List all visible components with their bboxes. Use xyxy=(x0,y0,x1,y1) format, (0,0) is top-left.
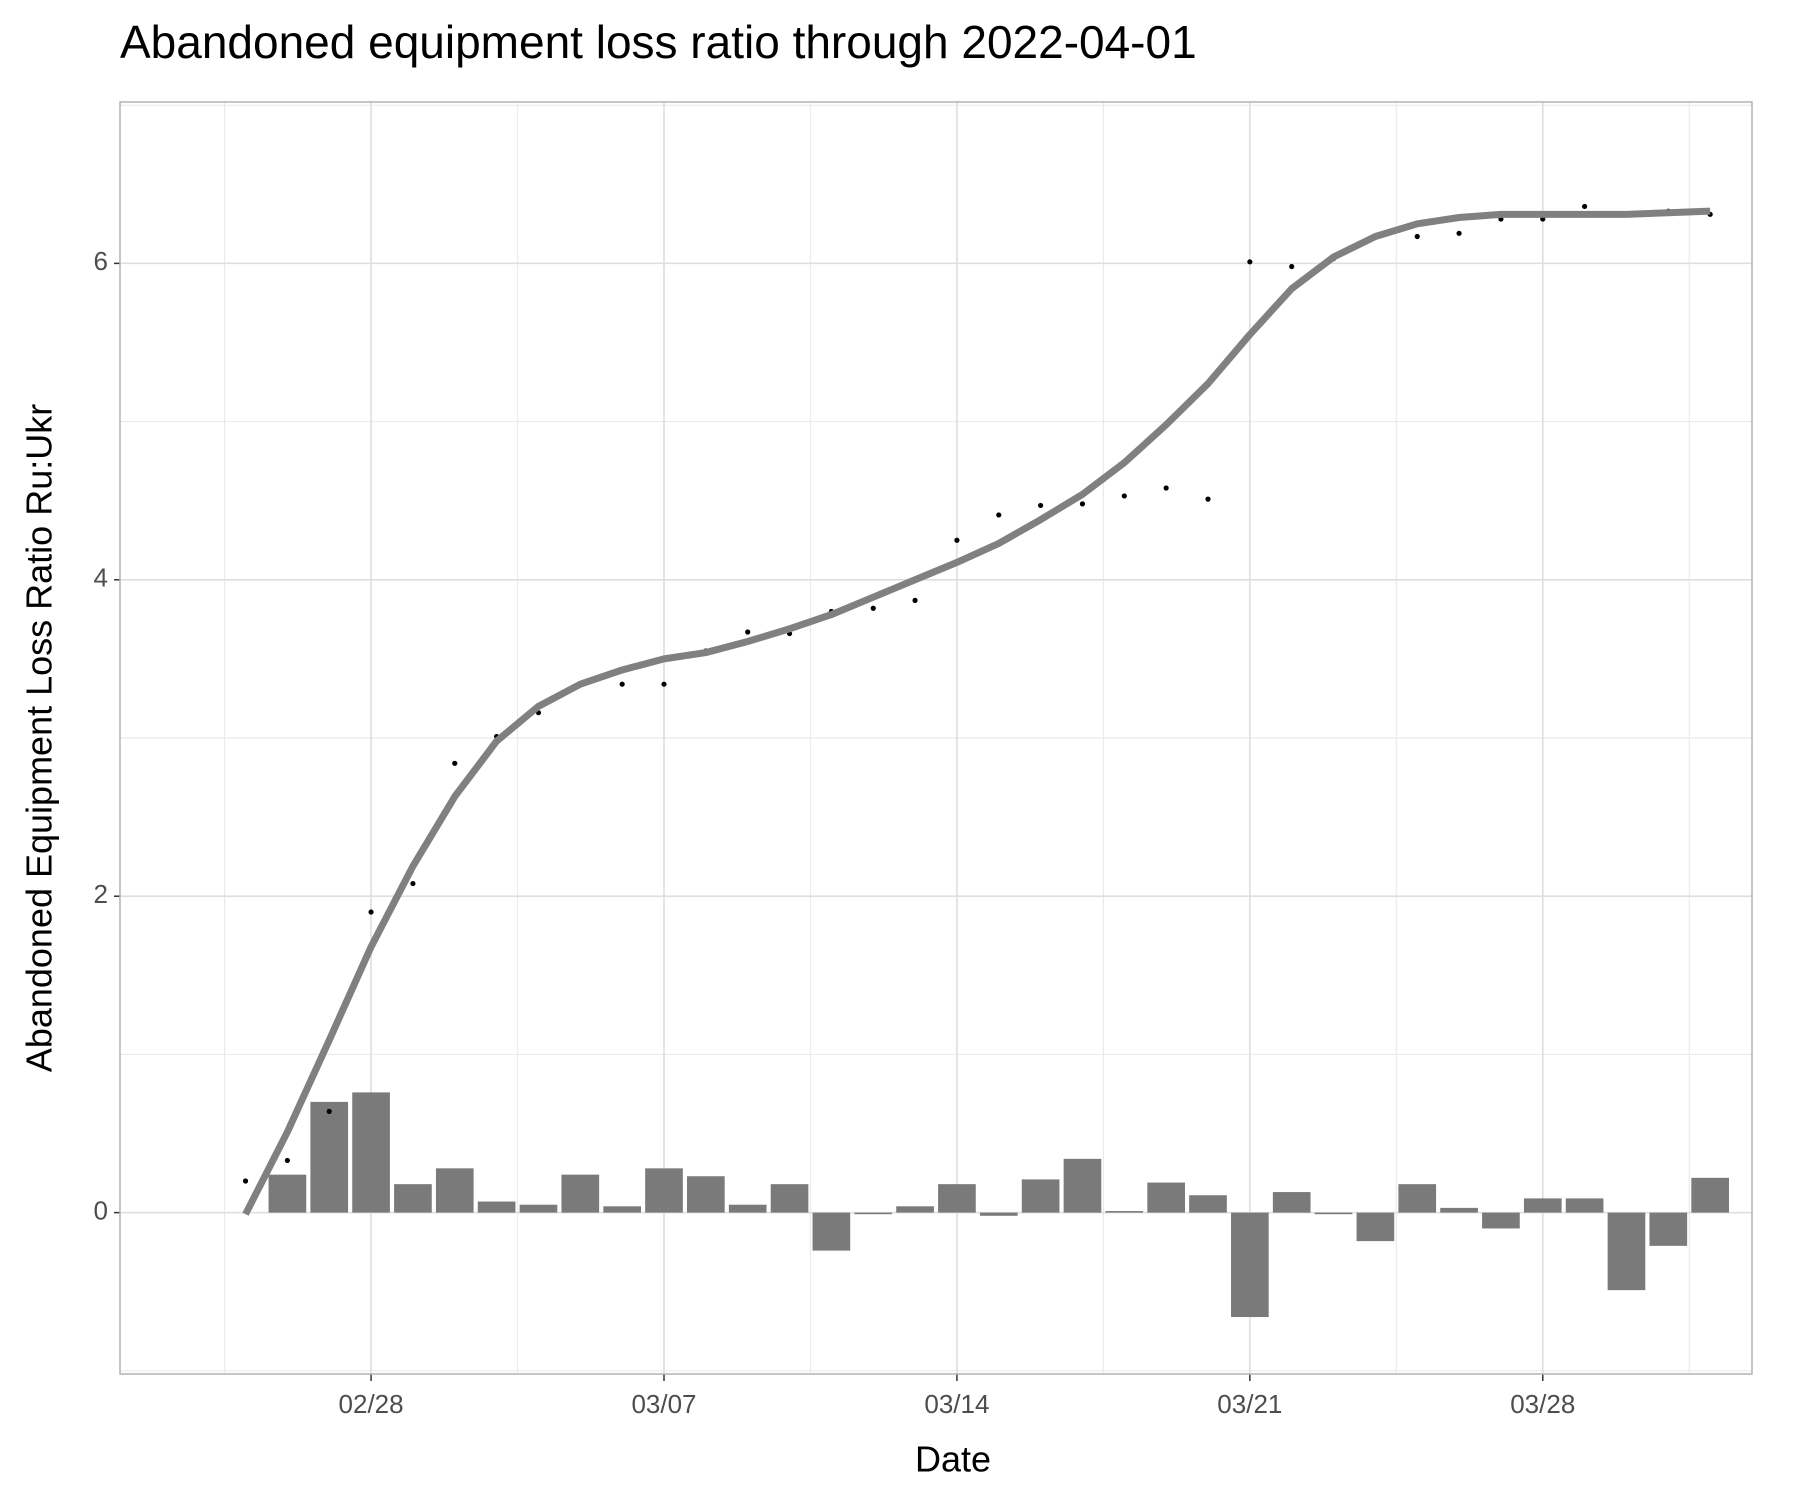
bar xyxy=(394,1184,432,1213)
bar xyxy=(1440,1207,1478,1213)
bar xyxy=(812,1212,851,1251)
bar xyxy=(979,1212,1018,1216)
point xyxy=(996,512,1002,518)
point xyxy=(1121,493,1127,499)
y-tick-label: 4 xyxy=(94,563,108,593)
point xyxy=(452,760,458,766)
point xyxy=(1079,501,1086,507)
point xyxy=(242,1178,249,1184)
point xyxy=(954,537,960,543)
point xyxy=(1456,230,1462,236)
bar xyxy=(352,1092,390,1213)
bar xyxy=(1189,1195,1227,1213)
y-tick-label: 2 xyxy=(94,879,108,909)
bar xyxy=(1607,1212,1646,1291)
point xyxy=(1205,496,1211,502)
x-axis-title: Date xyxy=(915,1439,991,1480)
bar xyxy=(268,1174,307,1213)
chart-title: Abandoned equipment loss ratio through 2… xyxy=(120,16,1197,68)
plot-border xyxy=(119,101,1753,1375)
bar xyxy=(1147,1182,1185,1213)
bar xyxy=(561,1174,600,1213)
point xyxy=(1247,259,1253,265)
point xyxy=(368,909,374,915)
smooth-line xyxy=(242,207,1711,1216)
point xyxy=(1038,502,1044,509)
x-tick-label: 03/14 xyxy=(924,1389,989,1419)
point xyxy=(1414,233,1420,240)
bar xyxy=(1105,1211,1144,1213)
bar xyxy=(938,1184,976,1213)
point xyxy=(870,605,876,611)
y-axis-title: Abandoned Equipment Loss Ratio Ru:Ukr xyxy=(19,404,60,1072)
bar xyxy=(477,1201,516,1213)
bar xyxy=(1523,1198,1562,1213)
y-tick-label: 6 xyxy=(94,246,108,276)
bar xyxy=(1649,1212,1688,1246)
bar xyxy=(1272,1192,1311,1213)
point xyxy=(619,681,625,687)
bar xyxy=(603,1206,641,1213)
bar xyxy=(519,1204,558,1213)
point xyxy=(284,1157,290,1164)
bar xyxy=(1565,1198,1604,1213)
bar xyxy=(1231,1212,1269,1318)
x-tick-label: 03/21 xyxy=(1217,1389,1282,1419)
bar xyxy=(1356,1212,1395,1242)
bar xyxy=(854,1212,893,1215)
bar xyxy=(435,1168,474,1213)
bar xyxy=(1021,1179,1060,1213)
bar xyxy=(1691,1177,1729,1213)
x-tick-label: 03/28 xyxy=(1510,1389,1575,1419)
bar xyxy=(1314,1212,1353,1215)
point xyxy=(410,880,416,887)
bar xyxy=(310,1101,349,1213)
bar xyxy=(645,1168,683,1213)
bar xyxy=(1482,1212,1520,1229)
point xyxy=(1582,203,1588,210)
point xyxy=(1163,485,1169,491)
bar xyxy=(770,1184,809,1213)
y-tick-label: 0 xyxy=(94,1196,108,1226)
bar xyxy=(896,1206,934,1213)
bar xyxy=(728,1204,767,1213)
point xyxy=(912,597,918,603)
bar xyxy=(1063,1158,1102,1213)
point xyxy=(326,1108,332,1114)
bar xyxy=(1398,1184,1437,1213)
point xyxy=(661,681,667,687)
bar xyxy=(687,1176,725,1213)
x-tick-label: 02/28 xyxy=(339,1389,404,1419)
x-tick-label: 03/07 xyxy=(631,1389,696,1419)
point xyxy=(1289,263,1295,270)
point xyxy=(745,629,751,635)
